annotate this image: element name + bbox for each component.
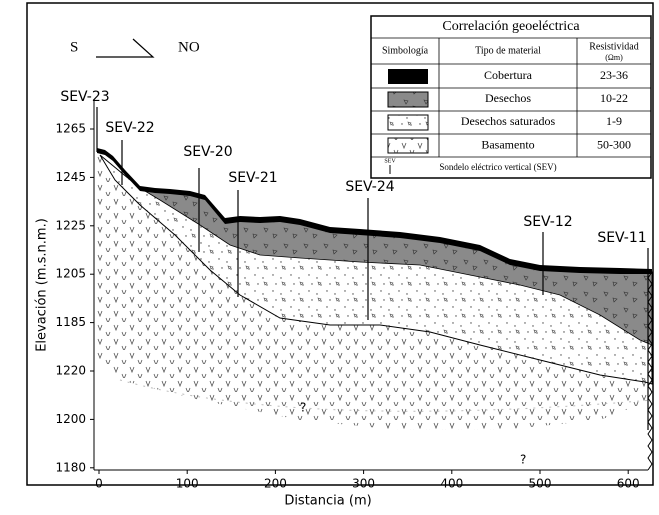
legend-material: Desechos — [485, 91, 531, 105]
legend-title: Correlación geoeléctrica — [442, 19, 580, 34]
sev-label: SEV-12 — [523, 214, 572, 230]
y-axis-label: Elevación (m.s.n.m.) — [35, 218, 50, 352]
y-tick-label: 1185 — [55, 315, 86, 329]
sev-label: SEV-11 — [597, 230, 646, 246]
direction-start: S — [70, 39, 78, 55]
legend-header: Simbología — [382, 45, 429, 56]
y-tick-label: 1200 — [55, 412, 86, 426]
legend-resistivity: 50-300 — [597, 137, 631, 151]
legend-header: (Ωm) — [605, 53, 623, 62]
legend-resistivity: 10-22 — [600, 91, 628, 105]
x-tick-label: 400 — [440, 477, 463, 491]
legend: Correlación geoeléctrica Simbología Tipo… — [370, 15, 652, 179]
legend-resistivity: 23-36 — [600, 68, 628, 82]
sev-label: SEV-21 — [228, 170, 277, 186]
x-tick-label: 500 — [529, 477, 552, 491]
y-tick-label: 1180 — [55, 460, 86, 474]
x-tick-label: 200 — [264, 477, 287, 491]
x-tick-label: 600 — [617, 477, 640, 491]
sev-label: SEV-22 — [105, 120, 154, 136]
y-tick-label: 1225 — [55, 218, 86, 232]
legend-note-symbol: SEV — [384, 158, 396, 164]
annotation: ? — [300, 401, 306, 415]
y-tick-label: 1205 — [55, 267, 86, 281]
y-tick-label: 1245 — [55, 170, 86, 184]
cut-edge — [647, 271, 653, 471]
annotation: ? — [520, 453, 526, 467]
sev-label: SEV-23 — [60, 89, 109, 105]
sev-label: SEV-20 — [183, 144, 232, 160]
x-tick-label: 100 — [176, 477, 199, 491]
legend-header: Tipo de material — [475, 45, 541, 56]
legend-note: Sondelo eléctrico vertical (SEV) — [439, 162, 556, 172]
basement-fade — [119, 379, 653, 412]
axes: 1265 1245 1225 1205 1185 1220 1200 1180 0 100 200 3… — [55, 100, 648, 491]
legend-material: Desechos saturados — [461, 114, 556, 128]
legend-material: Cobertura — [484, 68, 533, 82]
y-tick-label: 1220 — [55, 364, 86, 378]
legend-material: Basamento — [481, 137, 534, 151]
legend-resistivity: 1-9 — [606, 114, 622, 128]
frame — [26, 2, 654, 486]
x-tick-label: 300 — [352, 477, 375, 491]
sev-label: SEV-24 — [345, 179, 394, 195]
direction-end: NO — [178, 39, 200, 55]
x-axis-label: Distancia (m) — [284, 494, 371, 509]
legend-header: Resistividad — [589, 41, 638, 52]
direction-arrow — [96, 38, 155, 58]
x-tick-label: 0 — [95, 477, 103, 491]
y-tick-label: 1265 — [55, 122, 86, 136]
